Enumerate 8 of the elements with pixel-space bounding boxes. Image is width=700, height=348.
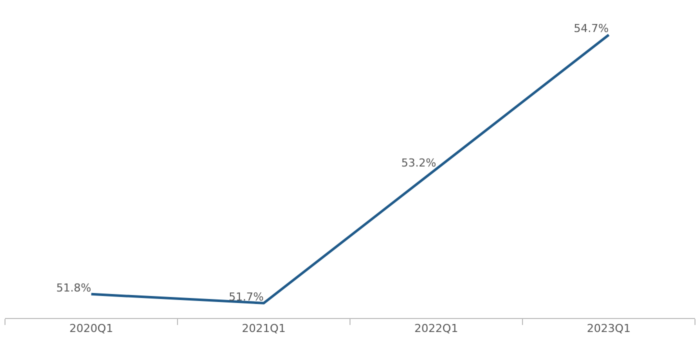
x-tick-label: 2023Q1 — [586, 322, 631, 336]
x-tick-label: 2020Q1 — [69, 322, 114, 336]
data-label: 51.8% — [56, 281, 92, 294]
data-label: 54.7% — [574, 22, 609, 36]
data-label: 51.7% — [228, 290, 264, 304]
x-tick-label: 2021Q1 — [242, 322, 286, 336]
x-tick-label: 2022Q1 — [414, 322, 458, 336]
data-label: 53.2% — [401, 156, 436, 170]
